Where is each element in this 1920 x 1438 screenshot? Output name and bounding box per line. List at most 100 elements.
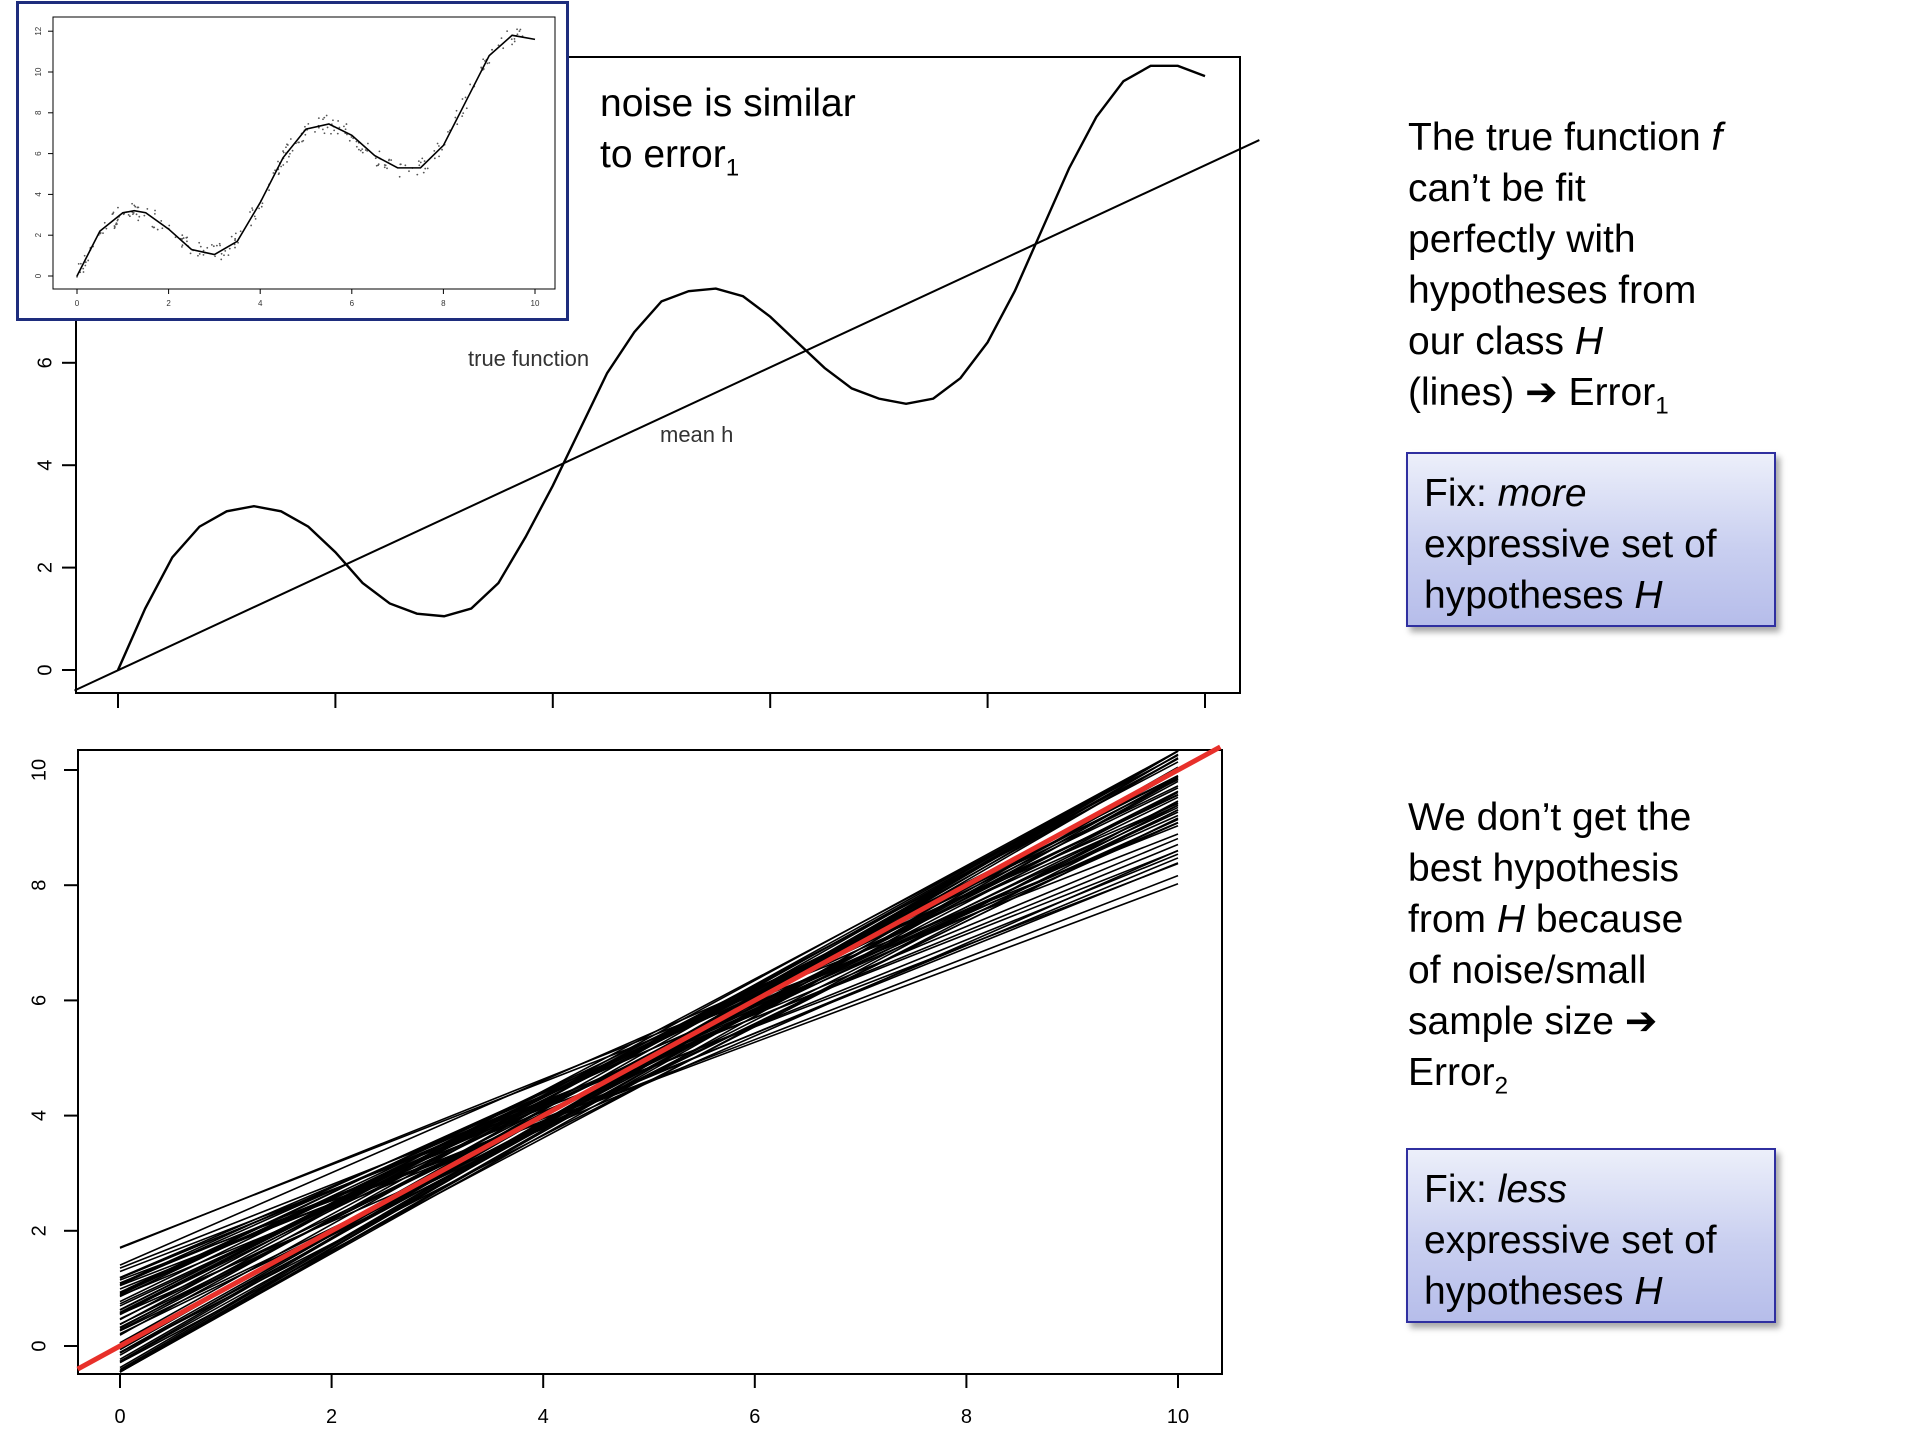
bottom-x-tick-label: 10	[1167, 1406, 1189, 1428]
inset-noise-point	[513, 40, 516, 43]
inset-noise-point	[343, 125, 345, 128]
top-plot: 0 2 4 6 true function mean h	[34, 56, 1260, 708]
fix2-line2: expressive set of	[1424, 1219, 1717, 1262]
inset-noise-point	[277, 160, 279, 163]
inset-noise-point	[105, 227, 108, 230]
top-x-axis	[117, 693, 1206, 708]
inset-noise-point	[83, 254, 86, 257]
inset-noise-point	[464, 96, 467, 99]
inset-noise-point	[274, 169, 276, 172]
inset-noise-point	[399, 163, 402, 166]
inset-y-tick-label: 4	[34, 192, 43, 197]
inset-noise-point	[469, 83, 472, 86]
inset-noise-point	[378, 150, 381, 153]
inset-noise-point	[510, 38, 513, 41]
inset-noise-point	[436, 142, 439, 145]
inset-noise-point	[254, 217, 257, 220]
inset-noise-point	[422, 171, 425, 174]
inset-noise-point	[350, 136, 353, 138]
inset-noise-point	[251, 207, 253, 209]
mean-h-label: mean h	[660, 422, 733, 447]
fix2-italic: less	[1497, 1168, 1568, 1211]
inset-noise-point	[133, 204, 136, 207]
inset-noise-point	[323, 116, 326, 119]
inset-noise-point	[323, 132, 326, 135]
inset-y-tick-label: 10	[34, 67, 43, 76]
inset-noise-point	[398, 175, 401, 178]
inset-noise-point	[117, 218, 119, 221]
inset-noise-point	[186, 236, 189, 239]
inset-noise-point	[511, 43, 513, 46]
inset-noise-point	[268, 189, 270, 192]
inset-plot-box: 0 2 4 6 8 10 0 2 4 6 8 10 12	[16, 1, 569, 321]
bottom-y-tick-label: 6	[28, 995, 50, 1006]
top-plot-frame	[75, 56, 1241, 694]
inset-noise-point	[234, 237, 237, 240]
true-function-curve	[116, 64, 1206, 671]
text1-line6: (lines) ➔ Error1	[1408, 367, 1838, 418]
text1-line1: The true function f	[1408, 112, 1838, 163]
inset-noise-point	[516, 33, 519, 36]
inset-noise-point	[215, 244, 218, 247]
inset-noise-point	[156, 228, 159, 231]
inset-noise-point	[239, 230, 242, 233]
inset-noise-point	[454, 116, 457, 119]
inset-noise-point	[280, 165, 283, 168]
inset-noise-point	[461, 98, 464, 100]
inset-noise-point	[220, 258, 223, 261]
inset-noise-point	[214, 255, 216, 258]
fitted-hypothesis-line	[119, 883, 1179, 1281]
fitted-hypothesis-line	[119, 821, 1179, 1279]
inset-noise-point	[224, 250, 227, 252]
text1-line5: our class H	[1408, 316, 1838, 367]
inset-noise-point	[112, 211, 115, 214]
fix2-prefix: Fix:	[1424, 1168, 1498, 1211]
fix2-line3-italic: H	[1634, 1270, 1663, 1313]
inset-noise-point	[84, 264, 87, 267]
text1-line5-italic: H	[1574, 320, 1604, 363]
inset-noise-point	[282, 150, 284, 152]
text2-line3-rest: because	[1525, 898, 1684, 941]
inset-noise-point	[438, 145, 440, 147]
bottom-x-tick-label: 0	[114, 1406, 125, 1428]
inset-noise-point	[346, 133, 348, 136]
fix2-line3-main: hypotheses	[1424, 1270, 1635, 1313]
text1-line1-main: The true function	[1408, 116, 1712, 159]
inset-noise-point	[202, 249, 205, 252]
inset-noise-point	[383, 166, 386, 169]
inset-noise-point	[132, 211, 135, 214]
inset-noise-point	[197, 254, 199, 257]
inset-noise-point	[77, 262, 80, 265]
fix2-line3: hypotheses H	[1424, 1266, 1758, 1317]
inset-noise-point	[154, 209, 156, 212]
inset-noise-point	[82, 267, 85, 270]
inset-noise-point	[161, 227, 164, 230]
fix1-italic: more	[1497, 472, 1587, 515]
inset-noise-point	[336, 132, 339, 135]
inset-noise-point	[491, 48, 493, 51]
text1-line6-error: Error	[1557, 371, 1656, 414]
bottom-y-axis: 0 2 4 6 8 10	[28, 759, 78, 1352]
arrow-icon: ➔	[1525, 371, 1558, 414]
inset-noise-point	[234, 246, 236, 249]
inset-noise-point	[102, 232, 104, 234]
inset-noise-point	[181, 244, 184, 247]
inset-x-tick-label: 0	[75, 299, 80, 308]
inset-noise-point	[332, 119, 334, 122]
inset-noise-point	[206, 246, 209, 249]
inset-noise-point	[153, 212, 156, 215]
fitted-hypothesis-line	[119, 853, 1179, 1284]
text2-line1: We don’t get the	[1408, 796, 1692, 839]
inset-noise-point	[202, 253, 205, 256]
inset-noise-point	[138, 215, 141, 218]
noise-annotation-error: to error	[600, 133, 726, 176]
fitted-hypothesis-line	[119, 802, 1179, 1325]
bottom-y-tick-label: 0	[28, 1340, 50, 1351]
inset-noise-point	[513, 38, 516, 40]
text1-line4: hypotheses from	[1408, 269, 1697, 312]
inset-noise-point	[417, 160, 420, 163]
inset-noise-point	[128, 215, 131, 218]
fix2-line1: Fix: less	[1424, 1164, 1758, 1215]
inset-plot-frame	[52, 16, 556, 290]
inset-noise-point	[301, 140, 303, 143]
